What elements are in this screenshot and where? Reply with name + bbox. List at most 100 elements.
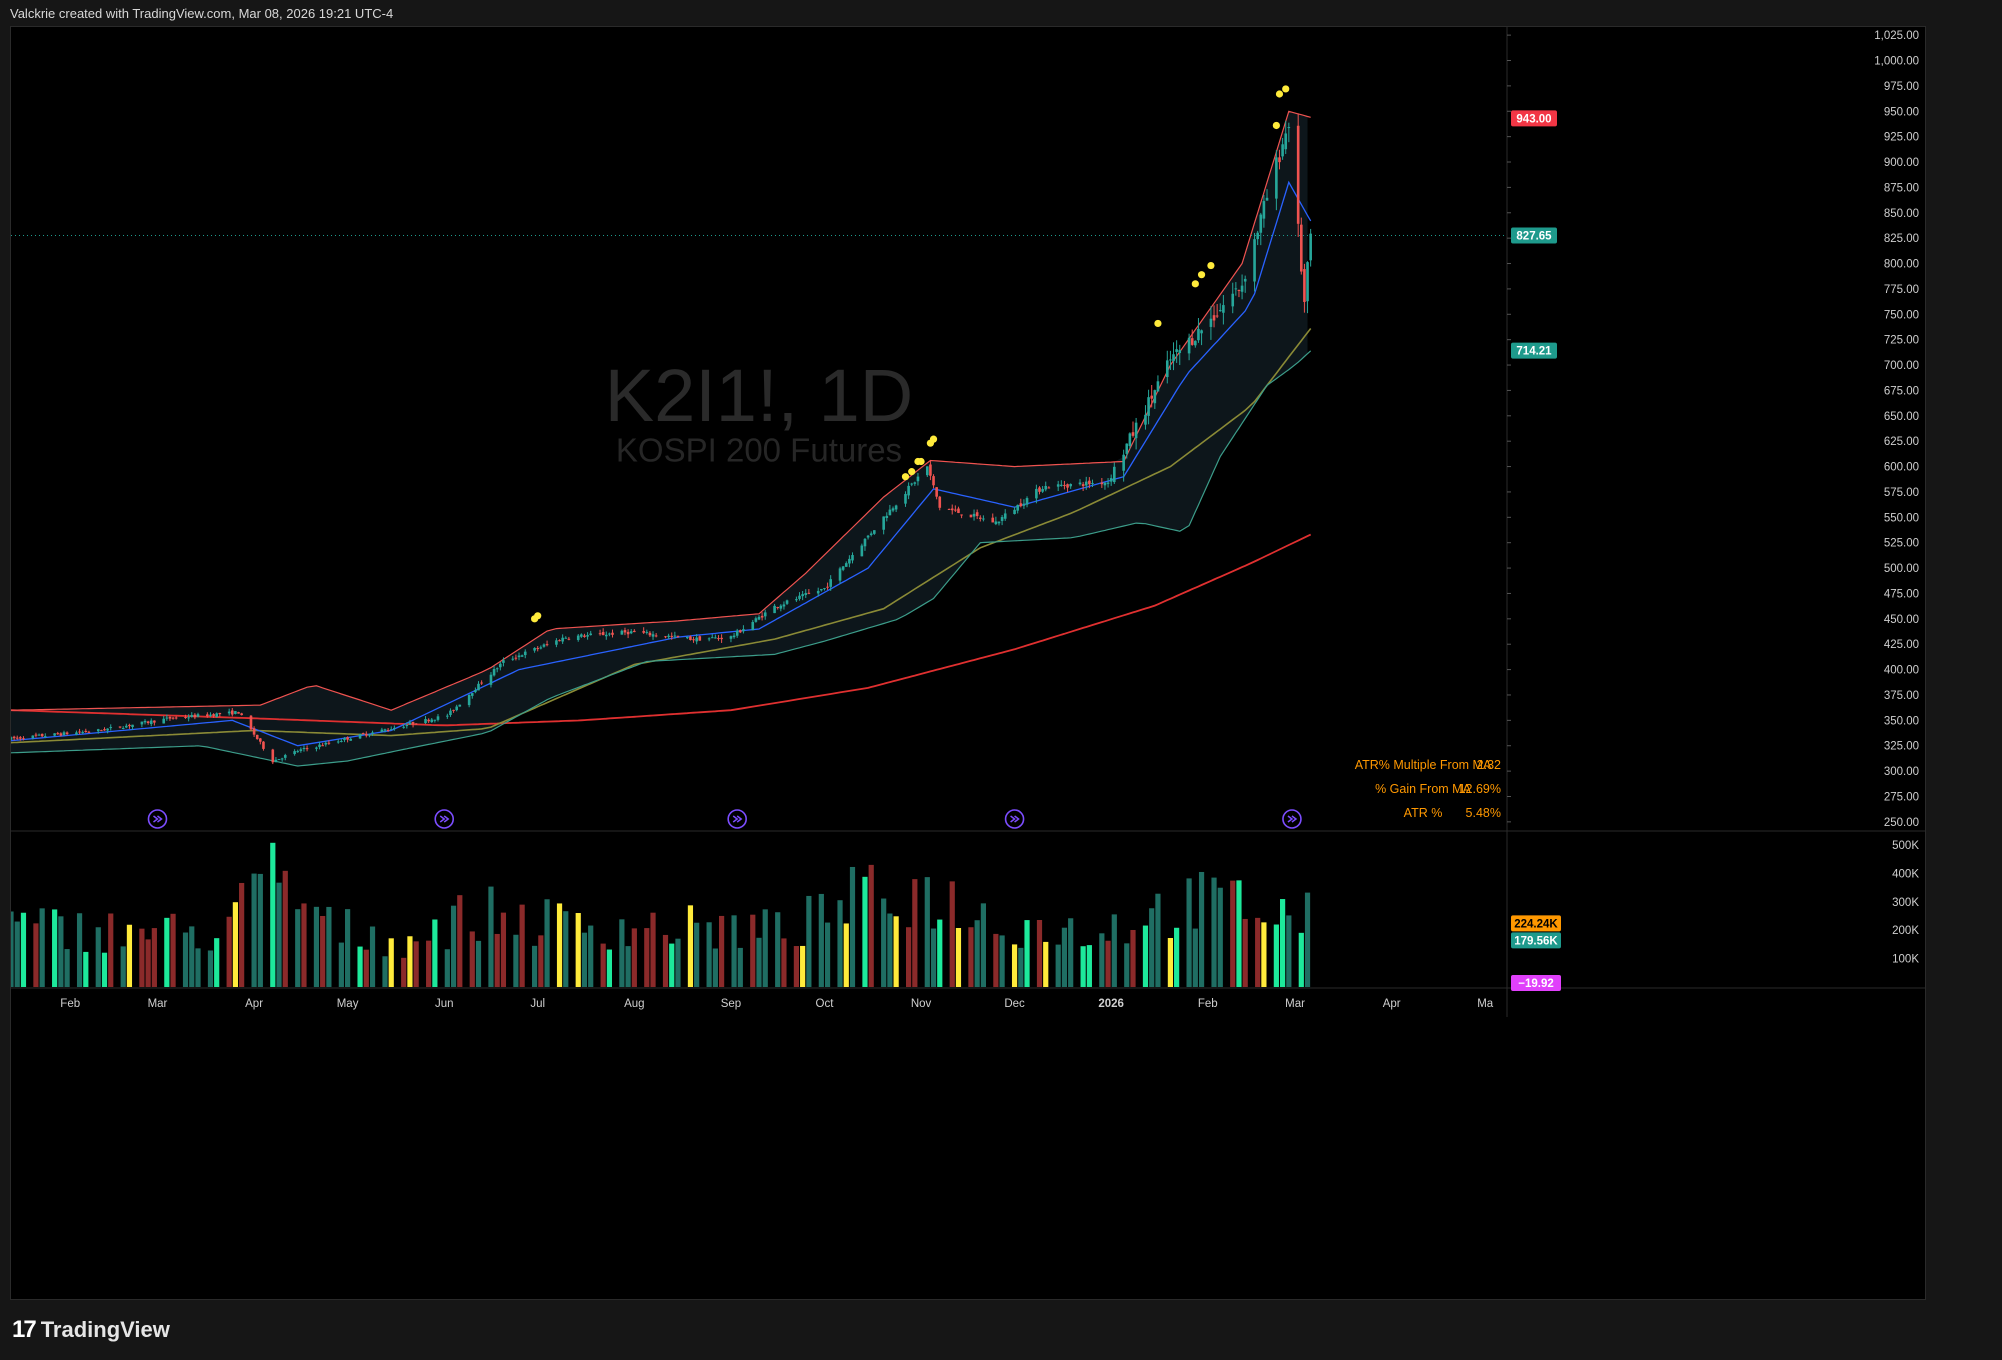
candle-body <box>1278 157 1281 163</box>
price-tick-label: 600.00 <box>1884 462 1919 474</box>
candle-body <box>1296 125 1300 224</box>
candle-body <box>62 732 66 736</box>
volume-bar <box>800 945 806 987</box>
info-label: ATR% Multiple From MA <box>1355 758 1492 772</box>
volume-bar <box>1261 922 1267 987</box>
candle-body <box>1287 127 1291 129</box>
volume-bar <box>993 933 999 987</box>
volume-bar <box>500 912 507 987</box>
candle-body <box>149 720 153 725</box>
volume-bar <box>145 939 151 987</box>
event-marker-ring <box>1282 809 1302 829</box>
volume-bar <box>239 882 245 987</box>
volume-bar <box>426 940 432 987</box>
price-tick-label: 875.00 <box>1884 182 1919 194</box>
candle-body <box>37 734 41 736</box>
volume-bar <box>1099 933 1105 987</box>
volume-bar <box>912 879 918 987</box>
candle-body <box>954 509 957 511</box>
volume-bar <box>631 928 637 987</box>
candle-body <box>1016 504 1019 511</box>
candle-body <box>1165 360 1169 378</box>
candle-body <box>1025 498 1029 505</box>
price-tick-label: 325.00 <box>1884 741 1919 753</box>
candle-body <box>358 734 362 739</box>
candle-body <box>296 751 300 753</box>
event-marker-ring <box>434 809 455 829</box>
volume-bar <box>64 949 70 987</box>
volume-bar <box>868 864 874 987</box>
time-tick-label: Dec <box>1004 998 1025 1010</box>
candle-body <box>645 631 649 633</box>
candle-body <box>533 647 536 651</box>
volume-bar <box>450 905 457 987</box>
event-marker-icon[interactable] <box>727 809 747 829</box>
candle-body <box>1169 359 1172 361</box>
volume-bar <box>544 899 550 987</box>
event-marker-icon[interactable] <box>147 809 168 829</box>
candle-body <box>735 630 739 636</box>
volume-bar <box>444 949 450 987</box>
chart-frame[interactable]: K2I1!, 1D KOSPI 200 Futures 1,025.00 1,000.… <box>10 26 1926 1300</box>
event-marker-icon[interactable] <box>434 809 455 829</box>
candle-body <box>751 621 755 631</box>
volume-bar <box>313 906 320 987</box>
candle-body <box>446 715 449 717</box>
volume-tick-label: 500K <box>1892 840 1919 852</box>
volume-bar <box>1192 928 1198 987</box>
candle-body <box>720 637 723 640</box>
candle-body <box>474 690 477 693</box>
candle-body <box>75 732 78 735</box>
candle-body <box>604 634 608 637</box>
candle-body <box>430 719 434 723</box>
candle-body <box>667 635 670 638</box>
candle-body <box>1262 201 1266 219</box>
candle-body <box>633 630 636 633</box>
volume-bar <box>301 903 307 987</box>
price-tick-label: 725.00 <box>1884 335 1919 347</box>
candle-body <box>676 635 680 637</box>
volume-bar <box>207 950 214 987</box>
event-marker-icon[interactable] <box>1282 809 1302 829</box>
volume-bar <box>937 919 943 987</box>
volume-bar <box>1255 917 1261 987</box>
candle-body <box>686 636 689 639</box>
candle-body <box>1234 288 1238 290</box>
volume-bar <box>357 946 363 987</box>
candle-body <box>321 745 324 747</box>
candle-body <box>754 618 758 622</box>
volume-bar <box>606 949 612 987</box>
candle-body <box>826 586 829 588</box>
candle-body <box>869 533 873 535</box>
ma-long-line <box>11 533 1312 727</box>
volume-bar <box>1155 893 1161 987</box>
candle-body <box>1047 487 1051 489</box>
info-label: % Gain From MA <box>1375 782 1472 796</box>
candle-body <box>53 733 56 736</box>
candle-body <box>389 729 393 731</box>
info-label: ATR % <box>1404 806 1443 820</box>
price-tick-label: 475.00 <box>1884 588 1919 600</box>
candle-body <box>1091 482 1094 484</box>
price-tick-label: 300.00 <box>1884 766 1919 778</box>
candle-body <box>1147 397 1150 416</box>
candle-body <box>1265 197 1269 201</box>
volume-bar <box>662 934 669 987</box>
volume-bar <box>581 932 588 987</box>
candle-body <box>187 717 190 719</box>
candle-body <box>371 732 374 734</box>
event-marker-icon[interactable] <box>1004 809 1025 829</box>
price-tick-label: 275.00 <box>1884 791 1919 803</box>
volume-bar <box>862 876 868 987</box>
candle-body <box>455 706 458 711</box>
candle-body <box>495 668 499 670</box>
time-tick-label: Ma <box>1477 998 1494 1010</box>
candle-body <box>299 749 303 751</box>
volume-bar <box>1080 946 1086 987</box>
price-tag <box>1511 110 1557 127</box>
candle-body <box>480 682 483 684</box>
tradingview-logo[interactable]: 17 TradingView <box>12 1316 170 1344</box>
candle-body <box>131 724 134 728</box>
price-tick-label: 1,000.00 <box>1874 56 1919 68</box>
